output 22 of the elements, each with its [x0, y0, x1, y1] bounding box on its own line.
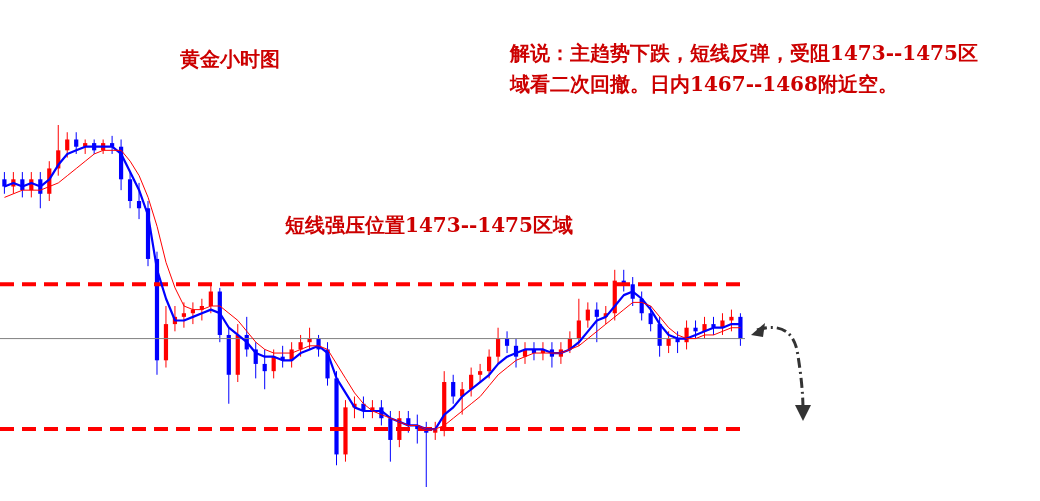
- candlestick: [487, 348, 492, 379]
- candlestick: [504, 330, 510, 354]
- text: 解说：主趋势下跌，短线反弹，受阻1473--1475区域看二次回撤。日内1467--1468附近空。: [510, 40, 979, 98]
- candlestick: [729, 309, 734, 332]
- chart-title: 黄金小时图: [180, 46, 280, 73]
- candlestick: [594, 301, 599, 343]
- candlestick: [65, 131, 70, 159]
- candlestick: [127, 171, 133, 209]
- candlestick: [648, 305, 653, 332]
- candlestick: [711, 316, 716, 336]
- candlestick: [666, 330, 671, 354]
- candlestick: [451, 374, 456, 405]
- candlestick: [576, 298, 581, 347]
- candlestick: [307, 327, 312, 350]
- candlestick: [693, 319, 698, 340]
- candlestick: [684, 319, 689, 350]
- candlestick: [181, 301, 187, 329]
- ref-line-label: 短线强压位置1473--1475区域: [284, 213, 573, 238]
- candlestick: [262, 348, 267, 390]
- candlestick: [478, 363, 483, 383]
- candlestick: [495, 327, 501, 365]
- candlestick: [136, 182, 142, 220]
